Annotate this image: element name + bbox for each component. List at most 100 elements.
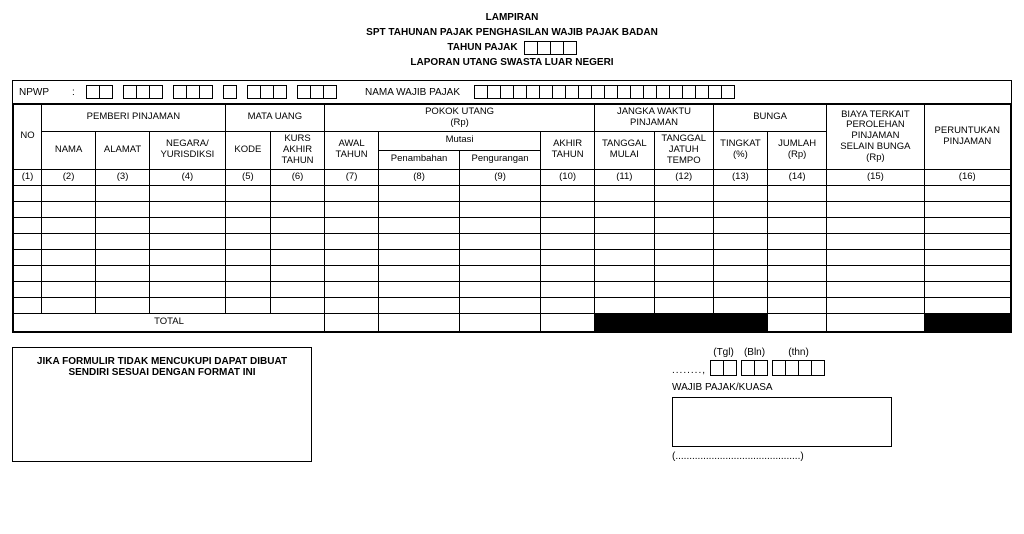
table-cell[interactable] bbox=[271, 265, 325, 281]
table-cell[interactable] bbox=[654, 185, 713, 201]
table-cell[interactable] bbox=[827, 185, 924, 201]
table-cell[interactable] bbox=[150, 249, 226, 265]
table-cell[interactable] bbox=[379, 281, 460, 297]
table-cell[interactable] bbox=[379, 233, 460, 249]
table-cell[interactable] bbox=[827, 249, 924, 265]
table-cell[interactable] bbox=[924, 185, 1010, 201]
table-cell[interactable] bbox=[96, 297, 150, 313]
table-cell[interactable] bbox=[924, 297, 1010, 313]
table-cell[interactable] bbox=[225, 281, 270, 297]
table-cell[interactable] bbox=[379, 297, 460, 313]
table-cell[interactable] bbox=[42, 249, 96, 265]
table-cell[interactable] bbox=[96, 233, 150, 249]
table-cell[interactable] bbox=[924, 201, 1010, 217]
table-cell[interactable] bbox=[96, 185, 150, 201]
table-cell[interactable] bbox=[654, 297, 713, 313]
table-cell[interactable] bbox=[713, 201, 767, 217]
table-cell[interactable] bbox=[827, 233, 924, 249]
table-cell[interactable] bbox=[225, 265, 270, 281]
table-cell[interactable] bbox=[325, 201, 379, 217]
table-row[interactable] bbox=[14, 249, 1011, 265]
table-cell[interactable] bbox=[379, 185, 460, 201]
table-row[interactable] bbox=[14, 185, 1011, 201]
table-cell[interactable] bbox=[541, 185, 595, 201]
table-cell[interactable] bbox=[42, 217, 96, 233]
table-cell[interactable] bbox=[150, 201, 226, 217]
table-cell[interactable] bbox=[150, 233, 226, 249]
table-cell[interactable] bbox=[713, 249, 767, 265]
table-cell[interactable] bbox=[541, 265, 595, 281]
table-cell[interactable] bbox=[460, 281, 541, 297]
table-cell[interactable] bbox=[654, 201, 713, 217]
table-cell[interactable] bbox=[713, 265, 767, 281]
table-cell[interactable] bbox=[42, 281, 96, 297]
table-cell[interactable] bbox=[14, 249, 42, 265]
table-cell[interactable] bbox=[271, 233, 325, 249]
table-cell[interactable] bbox=[42, 297, 96, 313]
table-cell[interactable] bbox=[924, 265, 1010, 281]
table-cell[interactable] bbox=[827, 297, 924, 313]
table-cell[interactable] bbox=[654, 281, 713, 297]
table-cell[interactable] bbox=[460, 185, 541, 201]
tahun-pajak-boxes[interactable] bbox=[524, 41, 577, 55]
table-cell[interactable] bbox=[271, 249, 325, 265]
table-cell[interactable] bbox=[325, 217, 379, 233]
table-cell[interactable] bbox=[325, 265, 379, 281]
table-cell[interactable] bbox=[96, 281, 150, 297]
table-cell[interactable] bbox=[595, 185, 654, 201]
table-cell[interactable] bbox=[460, 265, 541, 281]
table-cell[interactable] bbox=[379, 249, 460, 265]
table-cell[interactable] bbox=[14, 217, 42, 233]
table-cell[interactable] bbox=[541, 249, 595, 265]
table-cell[interactable] bbox=[595, 233, 654, 249]
table-cell[interactable] bbox=[42, 201, 96, 217]
table-cell[interactable] bbox=[150, 297, 226, 313]
table-cell[interactable] bbox=[827, 265, 924, 281]
table-cell[interactable] bbox=[14, 265, 42, 281]
table-cell[interactable] bbox=[460, 249, 541, 265]
table-cell[interactable] bbox=[42, 185, 96, 201]
table-cell[interactable] bbox=[460, 297, 541, 313]
table-cell[interactable] bbox=[14, 233, 42, 249]
table-cell[interactable] bbox=[271, 217, 325, 233]
table-cell[interactable] bbox=[595, 265, 654, 281]
table-cell[interactable] bbox=[460, 201, 541, 217]
table-cell[interactable] bbox=[96, 217, 150, 233]
table-cell[interactable] bbox=[225, 297, 270, 313]
table-cell[interactable] bbox=[827, 201, 924, 217]
table-cell[interactable] bbox=[924, 281, 1010, 297]
table-cell[interactable] bbox=[271, 297, 325, 313]
table-cell[interactable] bbox=[42, 265, 96, 281]
table-cell[interactable] bbox=[14, 201, 42, 217]
table-cell[interactable] bbox=[595, 297, 654, 313]
table-cell[interactable] bbox=[654, 265, 713, 281]
table-row[interactable] bbox=[14, 217, 1011, 233]
table-cell[interactable] bbox=[150, 265, 226, 281]
table-cell[interactable] bbox=[271, 185, 325, 201]
table-cell[interactable] bbox=[150, 281, 226, 297]
signature-box[interactable] bbox=[672, 397, 892, 447]
table-cell[interactable] bbox=[827, 281, 924, 297]
table-cell[interactable] bbox=[767, 297, 826, 313]
table-cell[interactable] bbox=[14, 297, 42, 313]
table-cell[interactable] bbox=[96, 265, 150, 281]
table-cell[interactable] bbox=[767, 217, 826, 233]
table-cell[interactable] bbox=[541, 217, 595, 233]
table-row[interactable] bbox=[14, 201, 1011, 217]
table-row[interactable] bbox=[14, 281, 1011, 297]
table-cell[interactable] bbox=[541, 297, 595, 313]
table-cell[interactable] bbox=[713, 297, 767, 313]
table-cell[interactable] bbox=[595, 217, 654, 233]
nama-wp-boxes[interactable] bbox=[474, 85, 735, 99]
table-cell[interactable] bbox=[654, 249, 713, 265]
table-cell[interactable] bbox=[767, 281, 826, 297]
table-cell[interactable] bbox=[325, 297, 379, 313]
table-cell[interactable] bbox=[713, 233, 767, 249]
table-cell[interactable] bbox=[541, 201, 595, 217]
table-cell[interactable] bbox=[654, 233, 713, 249]
table-cell[interactable] bbox=[460, 217, 541, 233]
table-cell[interactable] bbox=[225, 217, 270, 233]
table-cell[interactable] bbox=[14, 281, 42, 297]
table-cell[interactable] bbox=[924, 233, 1010, 249]
table-cell[interactable] bbox=[924, 217, 1010, 233]
